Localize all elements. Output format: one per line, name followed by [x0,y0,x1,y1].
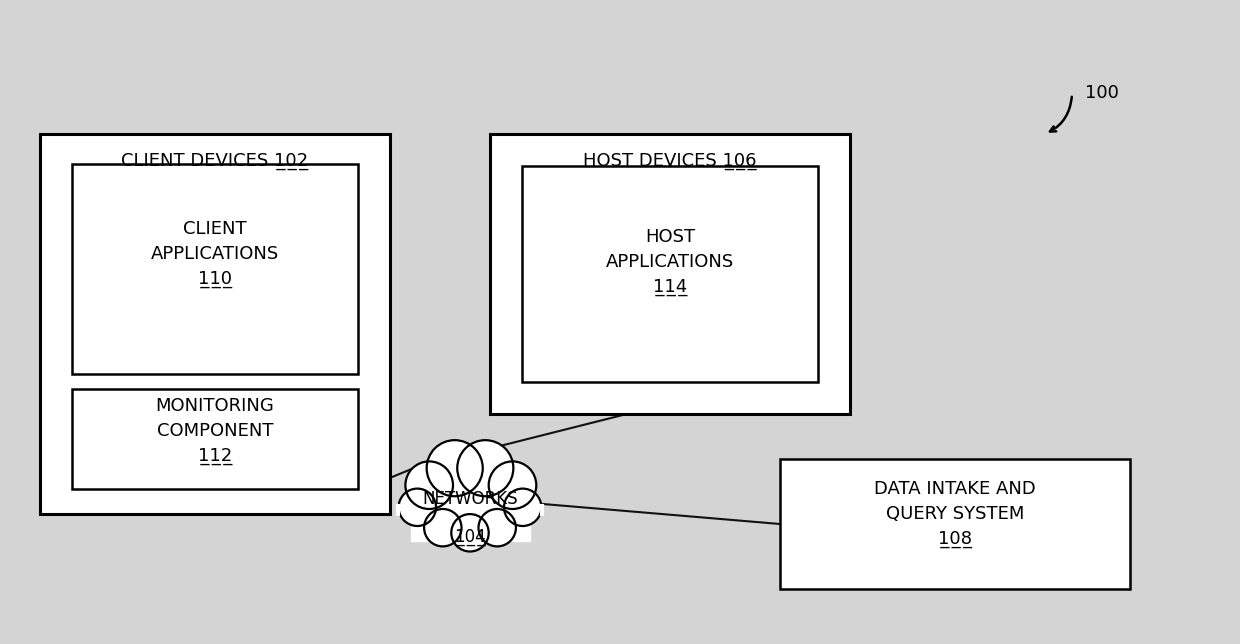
Text: DATA INTAKE AND
QUERY SYSTEM
1̲0̲8̲: DATA INTAKE AND QUERY SYSTEM 1̲0̲8̲ [874,480,1035,548]
FancyBboxPatch shape [40,134,391,514]
FancyBboxPatch shape [72,164,358,374]
FancyBboxPatch shape [490,134,849,414]
Circle shape [489,461,536,509]
Circle shape [398,489,436,526]
Circle shape [419,475,470,526]
Circle shape [458,440,513,497]
Circle shape [436,466,503,535]
Text: CLIENT DEVICES 1̲0̲2̲: CLIENT DEVICES 1̲0̲2̲ [122,152,309,170]
Circle shape [470,475,521,526]
FancyBboxPatch shape [522,166,818,382]
Circle shape [451,514,489,551]
Circle shape [427,440,482,497]
Text: HOST
APPLICATIONS
1̲1̲4̲: HOST APPLICATIONS 1̲1̲4̲ [606,228,734,296]
Text: 1̲0̲4̲: 1̲0̲4̲ [454,528,486,546]
Circle shape [405,461,453,509]
Bar [410,516,529,542]
FancyBboxPatch shape [780,459,1130,589]
Text: 100: 100 [1085,84,1118,102]
Text: HOST DEVICES 1̲0̲6̲: HOST DEVICES 1̲0̲6̲ [583,152,756,170]
FancyBboxPatch shape [72,389,358,489]
Text: MONITORING
COMPONENT
1̲1̲2̲: MONITORING COMPONENT 1̲1̲2̲ [156,397,274,465]
Circle shape [424,509,461,546]
Circle shape [479,509,516,546]
Circle shape [503,489,542,526]
Text: CLIENT
APPLICATIONS
1̲1̲0̲: CLIENT APPLICATIONS 1̲1̲0̲ [151,220,279,288]
Text: NETWORKS: NETWORKS [422,490,518,508]
